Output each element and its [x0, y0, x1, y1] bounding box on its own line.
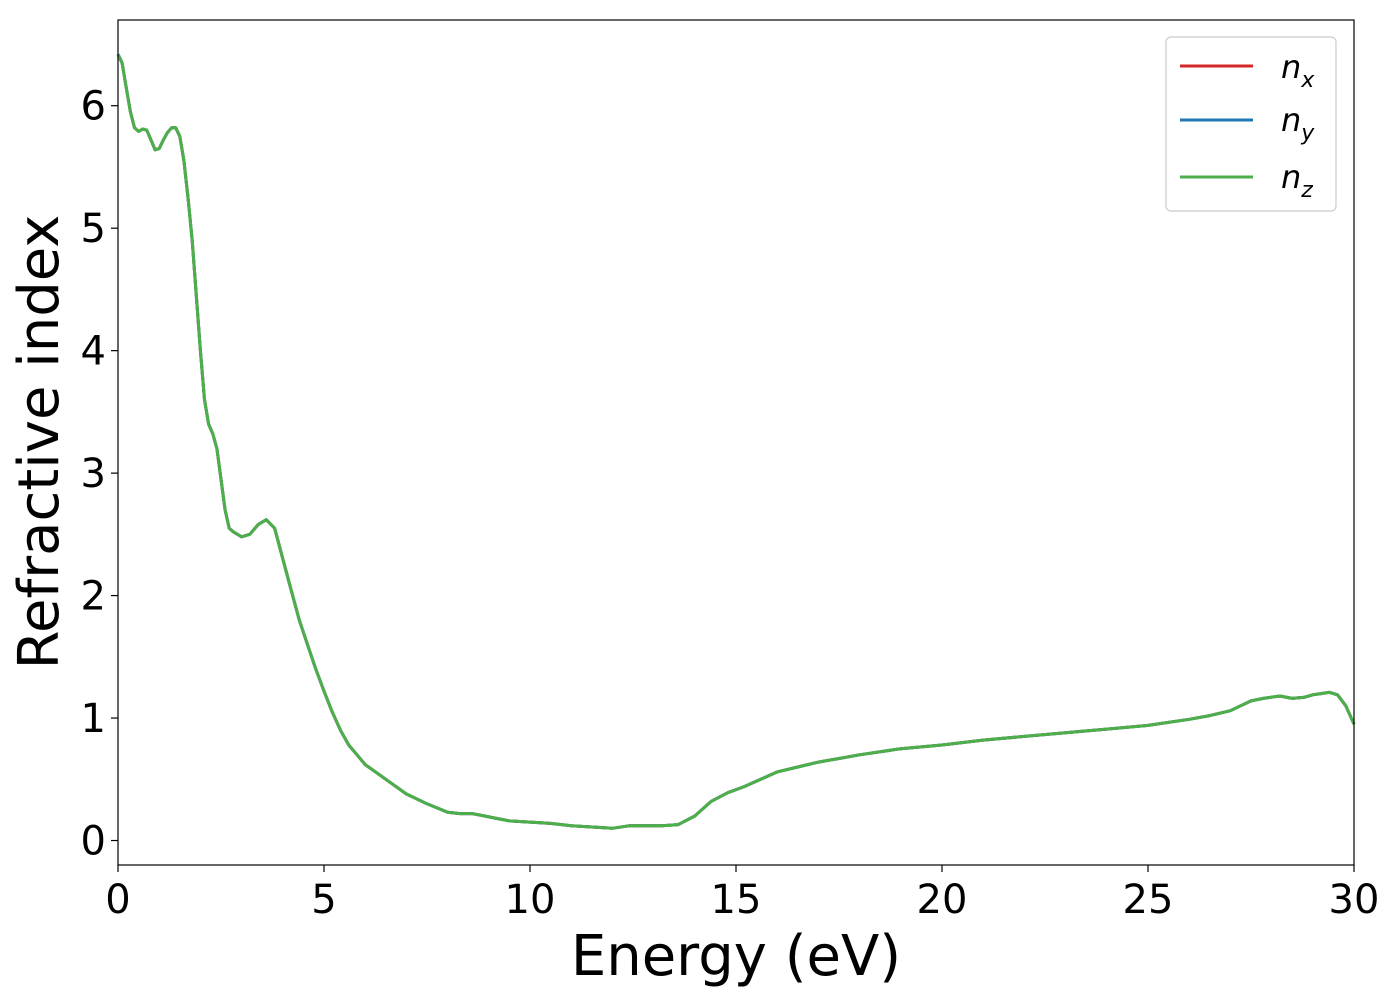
- x-tick-label: 10: [505, 877, 556, 923]
- legend-label-ny: ny: [1281, 101, 1315, 146]
- legend-label-nz: nz: [1281, 158, 1313, 203]
- y-tick-label: 1: [81, 696, 106, 742]
- legend-label-nx: nx: [1281, 48, 1315, 93]
- y-tick-label: 3: [81, 451, 106, 497]
- x-tick-label: 15: [711, 877, 762, 923]
- x-axis-title: Energy (eV): [571, 924, 901, 989]
- y-tick-label: 2: [81, 574, 106, 620]
- x-tick-label: 5: [311, 877, 336, 923]
- legend: nx ny nz: [1165, 36, 1337, 212]
- y-axis-ticks: 0 1 2 3 4 5 6: [81, 84, 118, 865]
- series-line-nz: [116, 53, 1356, 830]
- x-axis-ticks: 0 5 10 15 20 25 30: [105, 865, 1379, 923]
- x-tick-label: 0: [105, 877, 130, 923]
- y-tick-label: 4: [81, 329, 106, 375]
- x-tick-label: 20: [917, 877, 968, 923]
- y-tick-label: 0: [81, 819, 106, 865]
- x-tick-label: 30: [1329, 877, 1380, 923]
- legend-box: [1165, 36, 1337, 212]
- y-tick-label: 6: [81, 84, 106, 130]
- x-tick-label: 25: [1123, 877, 1174, 923]
- y-tick-label: 5: [81, 206, 106, 252]
- series-layer: [116, 53, 1356, 830]
- y-axis-title: Refractive index: [7, 215, 72, 670]
